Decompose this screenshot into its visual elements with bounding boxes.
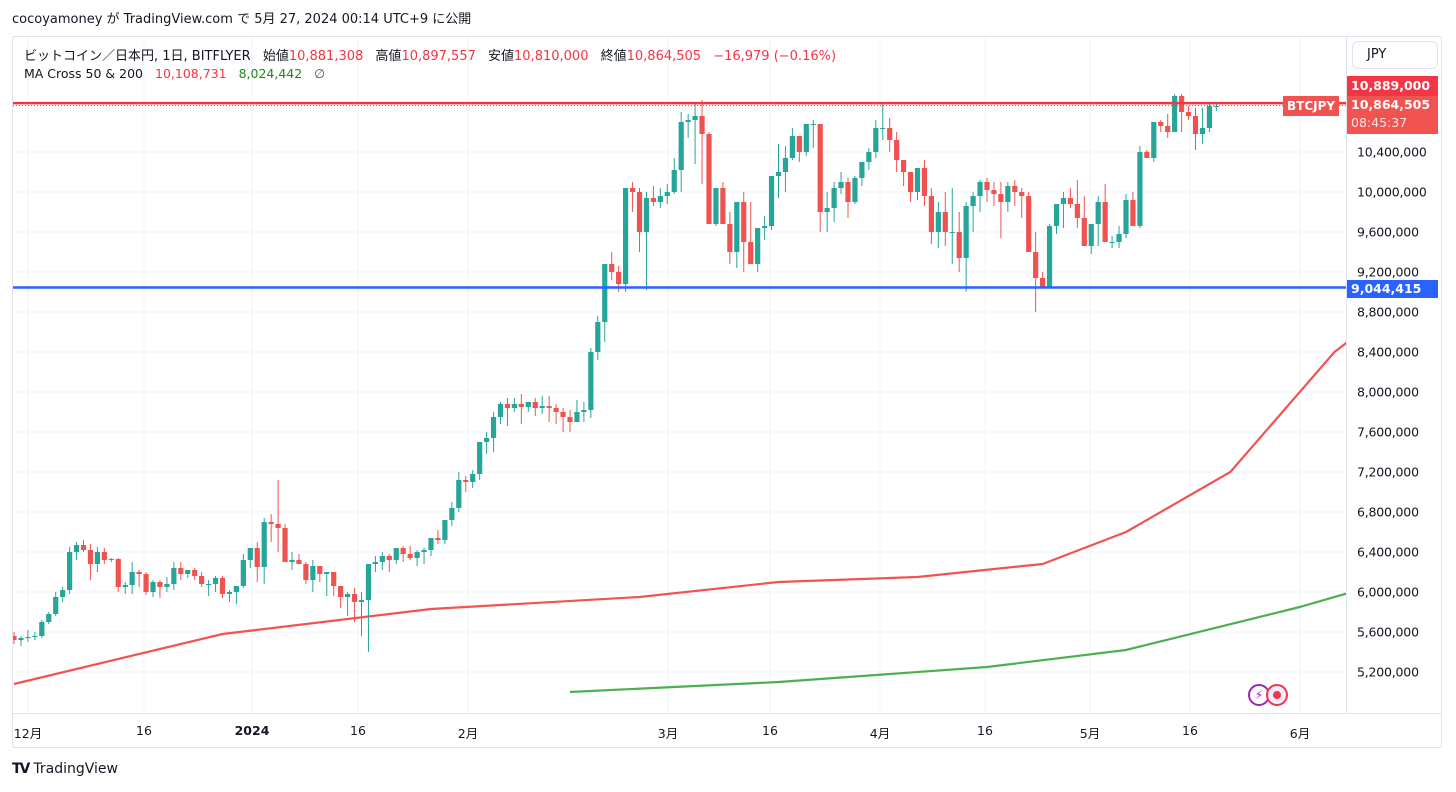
indicator-legend: MA Cross 50 & 200 10,108,731 8,024,442 ∅ xyxy=(24,66,325,81)
price-tick-label: 8,000,000 xyxy=(1357,384,1419,400)
time-tick-label: 2024 xyxy=(234,723,270,738)
time-tick-label: 16 xyxy=(136,723,152,738)
time-tick-label: 16 xyxy=(350,723,366,738)
footer-branding: TV TradingView xyxy=(12,761,118,777)
resistance-price-label: 10,889,000 xyxy=(1347,76,1438,96)
indicator-name[interactable]: MA Cross 50 & 200 xyxy=(24,66,144,81)
time-axis[interactable]: 12月 16 2024 16 2月 3月 16 4月 16 5月 16 6月 xyxy=(13,713,1441,748)
price-tick-label: 9,600,000 xyxy=(1357,224,1419,240)
time-tick-label: 12月 xyxy=(13,726,43,741)
time-tick-label: 6月 xyxy=(1289,726,1311,741)
candlestick-chart xyxy=(13,37,1346,713)
time-tick-label: 3月 xyxy=(657,726,679,741)
price-axis[interactable]: 10,400,000 10,000,000 9,600,000 9,200,000 8,… xyxy=(1346,37,1442,713)
price-tick-label: 5,200,000 xyxy=(1357,664,1419,680)
open-value: 10,881,308 xyxy=(288,49,364,64)
time-tick-label: 2月 xyxy=(457,726,479,741)
currency-button[interactable]: JPY xyxy=(1352,41,1438,69)
change-value: −16,979 (−0.16%) xyxy=(713,49,837,64)
ma200-value: 8,024,442 xyxy=(238,66,303,81)
hidden-values-icon[interactable]: ∅ xyxy=(314,66,326,81)
price-tick-label: 7,200,000 xyxy=(1357,464,1419,480)
support-price-label: 9,044,415 xyxy=(1347,280,1438,298)
chart-badges: ⚡ xyxy=(1248,684,1288,706)
time-tick-label: 16 xyxy=(1182,723,1198,738)
publish-info: cocoyamoney が TradingView.com で 5月 27, 2… xyxy=(12,12,472,27)
close-value: 10,864,505 xyxy=(626,49,702,64)
chart-frame xyxy=(12,36,1442,748)
symbol-title[interactable]: ビットコイン／日本円, 1日, BITFLYER xyxy=(24,49,251,64)
symbol-price-tag: BTCJPY xyxy=(1283,96,1340,116)
brand-name: TradingView xyxy=(33,761,118,777)
price-tick-label: 10,400,000 xyxy=(1357,144,1427,160)
chart-plot-area[interactable] xyxy=(13,37,1346,713)
price-tick-label: 8,400,000 xyxy=(1357,344,1419,360)
price-tick-label: 8,800,000 xyxy=(1357,304,1419,320)
time-tick-label: 5月 xyxy=(1079,726,1101,741)
price-tick-label: 6,800,000 xyxy=(1357,504,1419,520)
low-value: 10,810,000 xyxy=(514,49,589,64)
last-price-label: 10,864,505 08:45:37 xyxy=(1347,96,1438,134)
time-tick-label: 16 xyxy=(762,723,778,738)
tradingview-logo-icon: TV xyxy=(12,761,30,777)
bar-countdown: 08:45:37 xyxy=(1351,115,1408,130)
high-value: 10,897,557 xyxy=(401,49,476,64)
price-tick-label: 7,600,000 xyxy=(1357,424,1419,440)
record-icon[interactable] xyxy=(1266,684,1288,706)
price-tick-label: 9,200,000 xyxy=(1357,264,1419,280)
price-tick-label: 5,600,000 xyxy=(1357,624,1419,640)
price-tick-label: 10,000,000 xyxy=(1357,184,1427,200)
ohlc-legend: ビットコイン／日本円, 1日, BITFLYER 始値10,881,308 高値… xyxy=(24,49,837,64)
time-tick-label: 4月 xyxy=(869,726,891,741)
ma50-value: 10,108,731 xyxy=(155,66,227,81)
price-tick-label: 6,400,000 xyxy=(1357,544,1419,560)
price-tick-label: 6,000,000 xyxy=(1357,584,1419,600)
time-tick-label: 16 xyxy=(977,723,993,738)
